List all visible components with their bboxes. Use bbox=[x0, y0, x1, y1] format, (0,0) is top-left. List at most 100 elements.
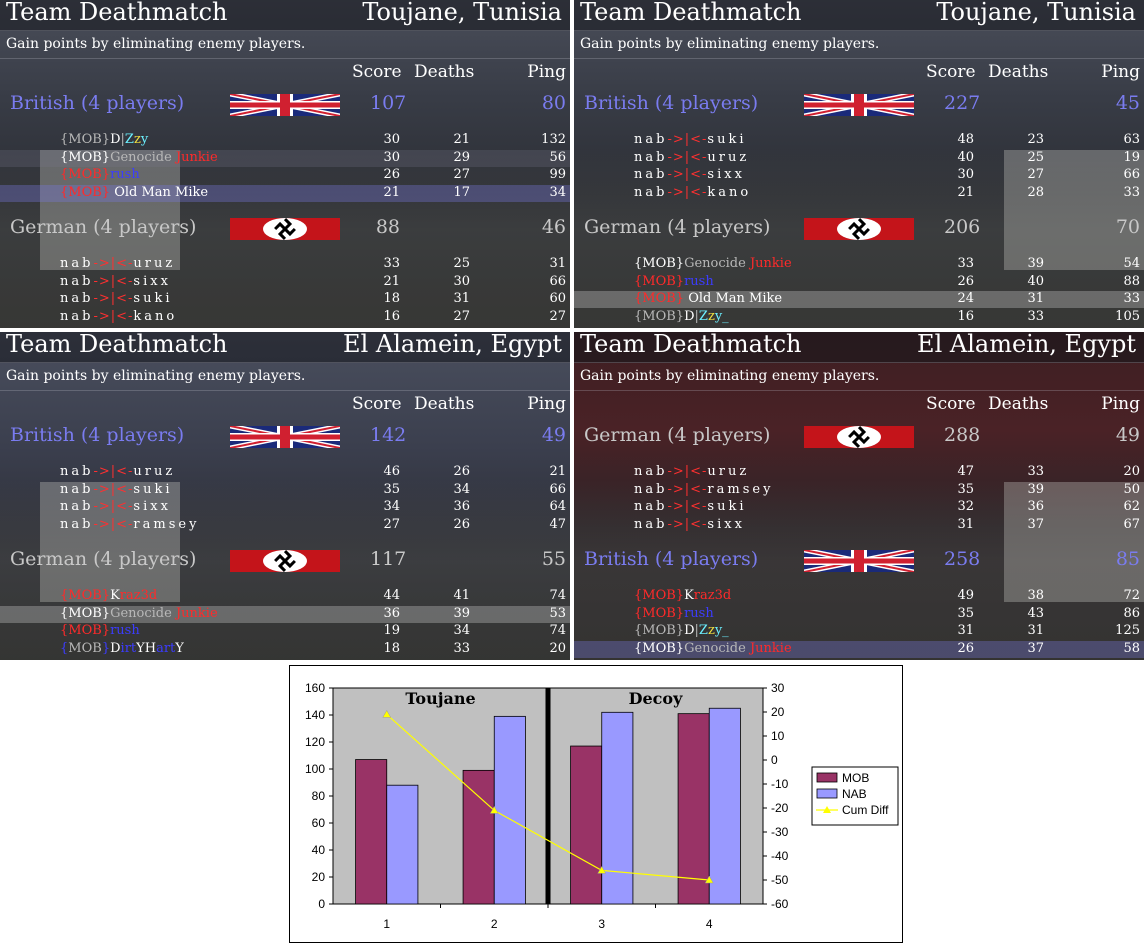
player-ping: 66 bbox=[1123, 167, 1140, 183]
clan-tag-prefix: nab bbox=[60, 291, 94, 307]
header-bar: Team Deathmatch El Alamein, Egypt bbox=[0, 332, 570, 363]
y-tick-label: 160 bbox=[305, 681, 325, 695]
bar-nab bbox=[708, 707, 741, 905]
team-score: 88 bbox=[375, 216, 400, 238]
y2-tick-label: 10 bbox=[771, 729, 785, 743]
name-segment: {MOB} bbox=[60, 167, 111, 183]
header-divider bbox=[574, 58, 1144, 59]
clan-tag-prefix: nab bbox=[60, 499, 94, 515]
player-handle: kano bbox=[707, 185, 752, 201]
player-deaths: 43 bbox=[1027, 605, 1044, 621]
player-row: nab->|<-kano 21 28 33 bbox=[574, 185, 1144, 202]
header-bar: Team Deathmatch Toujane, Tunisia bbox=[574, 0, 1144, 31]
player-row: {MOB} Old Man Mike 21 17 34 bbox=[0, 185, 570, 203]
player-ping: 67 bbox=[1123, 517, 1140, 533]
player-score: 21 bbox=[957, 185, 974, 201]
player-row: nab->|<-suki 48 23 63 bbox=[574, 132, 1144, 149]
name-segment: K bbox=[110, 588, 120, 603]
player-score: 35 bbox=[383, 481, 400, 497]
mode-description: Gain points by eliminating enemy players… bbox=[6, 368, 306, 384]
player-ping: 125 bbox=[1115, 623, 1140, 639]
column-header-ping: Ping bbox=[527, 62, 566, 82]
player-name: {MOB}Kraz3d bbox=[634, 588, 731, 603]
name-segment: {MOB} bbox=[634, 273, 685, 289]
column-header-deaths: Deaths bbox=[988, 394, 1049, 414]
clan-tag-prefix: nab bbox=[634, 481, 668, 497]
player-handle: sixx bbox=[133, 499, 171, 515]
name-segment: z bbox=[707, 623, 715, 639]
team-name-british: British (4 players) bbox=[584, 92, 759, 114]
player-row: {MOB}rush 35 43 86 bbox=[574, 606, 1144, 623]
name-segment: Y bbox=[175, 641, 184, 657]
player-deaths: 38 bbox=[1027, 588, 1044, 603]
player-score: 44 bbox=[383, 588, 400, 603]
player-score: 21 bbox=[383, 273, 400, 289]
player-deaths: 31 bbox=[1027, 291, 1044, 307]
player-score: 31 bbox=[957, 517, 974, 533]
team-name-british: British (4 players) bbox=[10, 92, 185, 114]
player-deaths: 34 bbox=[453, 481, 470, 497]
player-ping: 27 bbox=[549, 309, 566, 325]
bar-nab bbox=[601, 711, 634, 905]
player-score: 26 bbox=[957, 641, 974, 657]
player-deaths: 27 bbox=[453, 167, 470, 183]
player-handle: sixx bbox=[707, 167, 745, 183]
team-score: 117 bbox=[370, 548, 407, 570]
player-name: {MOB}D|Zzy_ bbox=[634, 309, 729, 324]
nab-clan-name: nab->|<-suki bbox=[634, 132, 747, 147]
player-handle: uruz bbox=[133, 464, 176, 479]
player-name: nab->|<-uruz bbox=[634, 150, 749, 165]
player-name: {MOB}Genocide Junkie bbox=[60, 606, 218, 621]
player-ping: 33 bbox=[1123, 291, 1140, 307]
team-ping: 46 bbox=[541, 216, 566, 238]
player-name: {MOB}Kraz3d bbox=[60, 588, 157, 603]
background-building bbox=[40, 150, 180, 270]
player-ping: 66 bbox=[549, 481, 566, 497]
player-score: 30 bbox=[383, 149, 400, 165]
german-flag-icon bbox=[230, 550, 340, 572]
y2-tick-label: -10 bbox=[771, 777, 789, 791]
bar-mob bbox=[355, 759, 388, 905]
player-ping: 63 bbox=[1123, 132, 1140, 147]
player-row: nab->|<-suki 18 31 60 bbox=[0, 291, 570, 308]
player-name: {MOB}rush bbox=[60, 167, 140, 182]
clan-tag-separator: ->|<- bbox=[667, 464, 708, 479]
player-row: nab->|<-uruz 47 33 20 bbox=[574, 464, 1144, 481]
player-deaths: 39 bbox=[1027, 256, 1044, 271]
player-deaths: 34 bbox=[453, 623, 470, 639]
player-ping: 50 bbox=[1123, 481, 1140, 497]
name-segment: Old Man Mike bbox=[684, 291, 783, 307]
player-deaths: 40 bbox=[1027, 273, 1044, 289]
background-building bbox=[40, 482, 180, 602]
player-name: {MOB} Old Man Mike bbox=[60, 185, 208, 200]
player-score: 21 bbox=[383, 185, 400, 201]
cum-diff-marker bbox=[489, 805, 499, 814]
player-score: 46 bbox=[383, 464, 400, 479]
y-tick-label: 80 bbox=[312, 789, 326, 803]
legend-label: Cum Diff bbox=[842, 803, 889, 817]
player-name: {MOB} Old Man Mike bbox=[634, 291, 782, 306]
clan-tag-prefix: nab bbox=[634, 517, 668, 533]
bar-mob bbox=[677, 713, 710, 905]
name-segment: z bbox=[133, 132, 141, 147]
player-deaths: 36 bbox=[453, 499, 470, 515]
clan-tag-separator: ->|<- bbox=[93, 273, 134, 289]
player-deaths: 25 bbox=[453, 256, 470, 271]
name-segment: Z bbox=[698, 309, 708, 325]
header-bar: Team Deathmatch El Alamein, Egypt bbox=[574, 332, 1144, 363]
bar-nab bbox=[493, 715, 526, 905]
column-header-deaths: Deaths bbox=[414, 62, 475, 82]
player-ping: 74 bbox=[549, 588, 566, 603]
team-ping: 70 bbox=[1115, 216, 1140, 238]
nab-clan-name: nab->|<-kano bbox=[60, 309, 177, 324]
header-bar: Team Deathmatch Toujane, Tunisia bbox=[0, 0, 570, 31]
name-segment: raz3d bbox=[693, 588, 732, 603]
header-divider bbox=[0, 58, 570, 59]
player-deaths: 31 bbox=[453, 291, 470, 307]
player-ping: 66 bbox=[549, 273, 566, 289]
map-annotation: Decoy bbox=[629, 689, 683, 708]
game-mode-title: Team Deathmatch bbox=[6, 332, 228, 358]
player-deaths: 30 bbox=[453, 273, 470, 289]
name-segment: Old Man Mike bbox=[110, 185, 209, 201]
